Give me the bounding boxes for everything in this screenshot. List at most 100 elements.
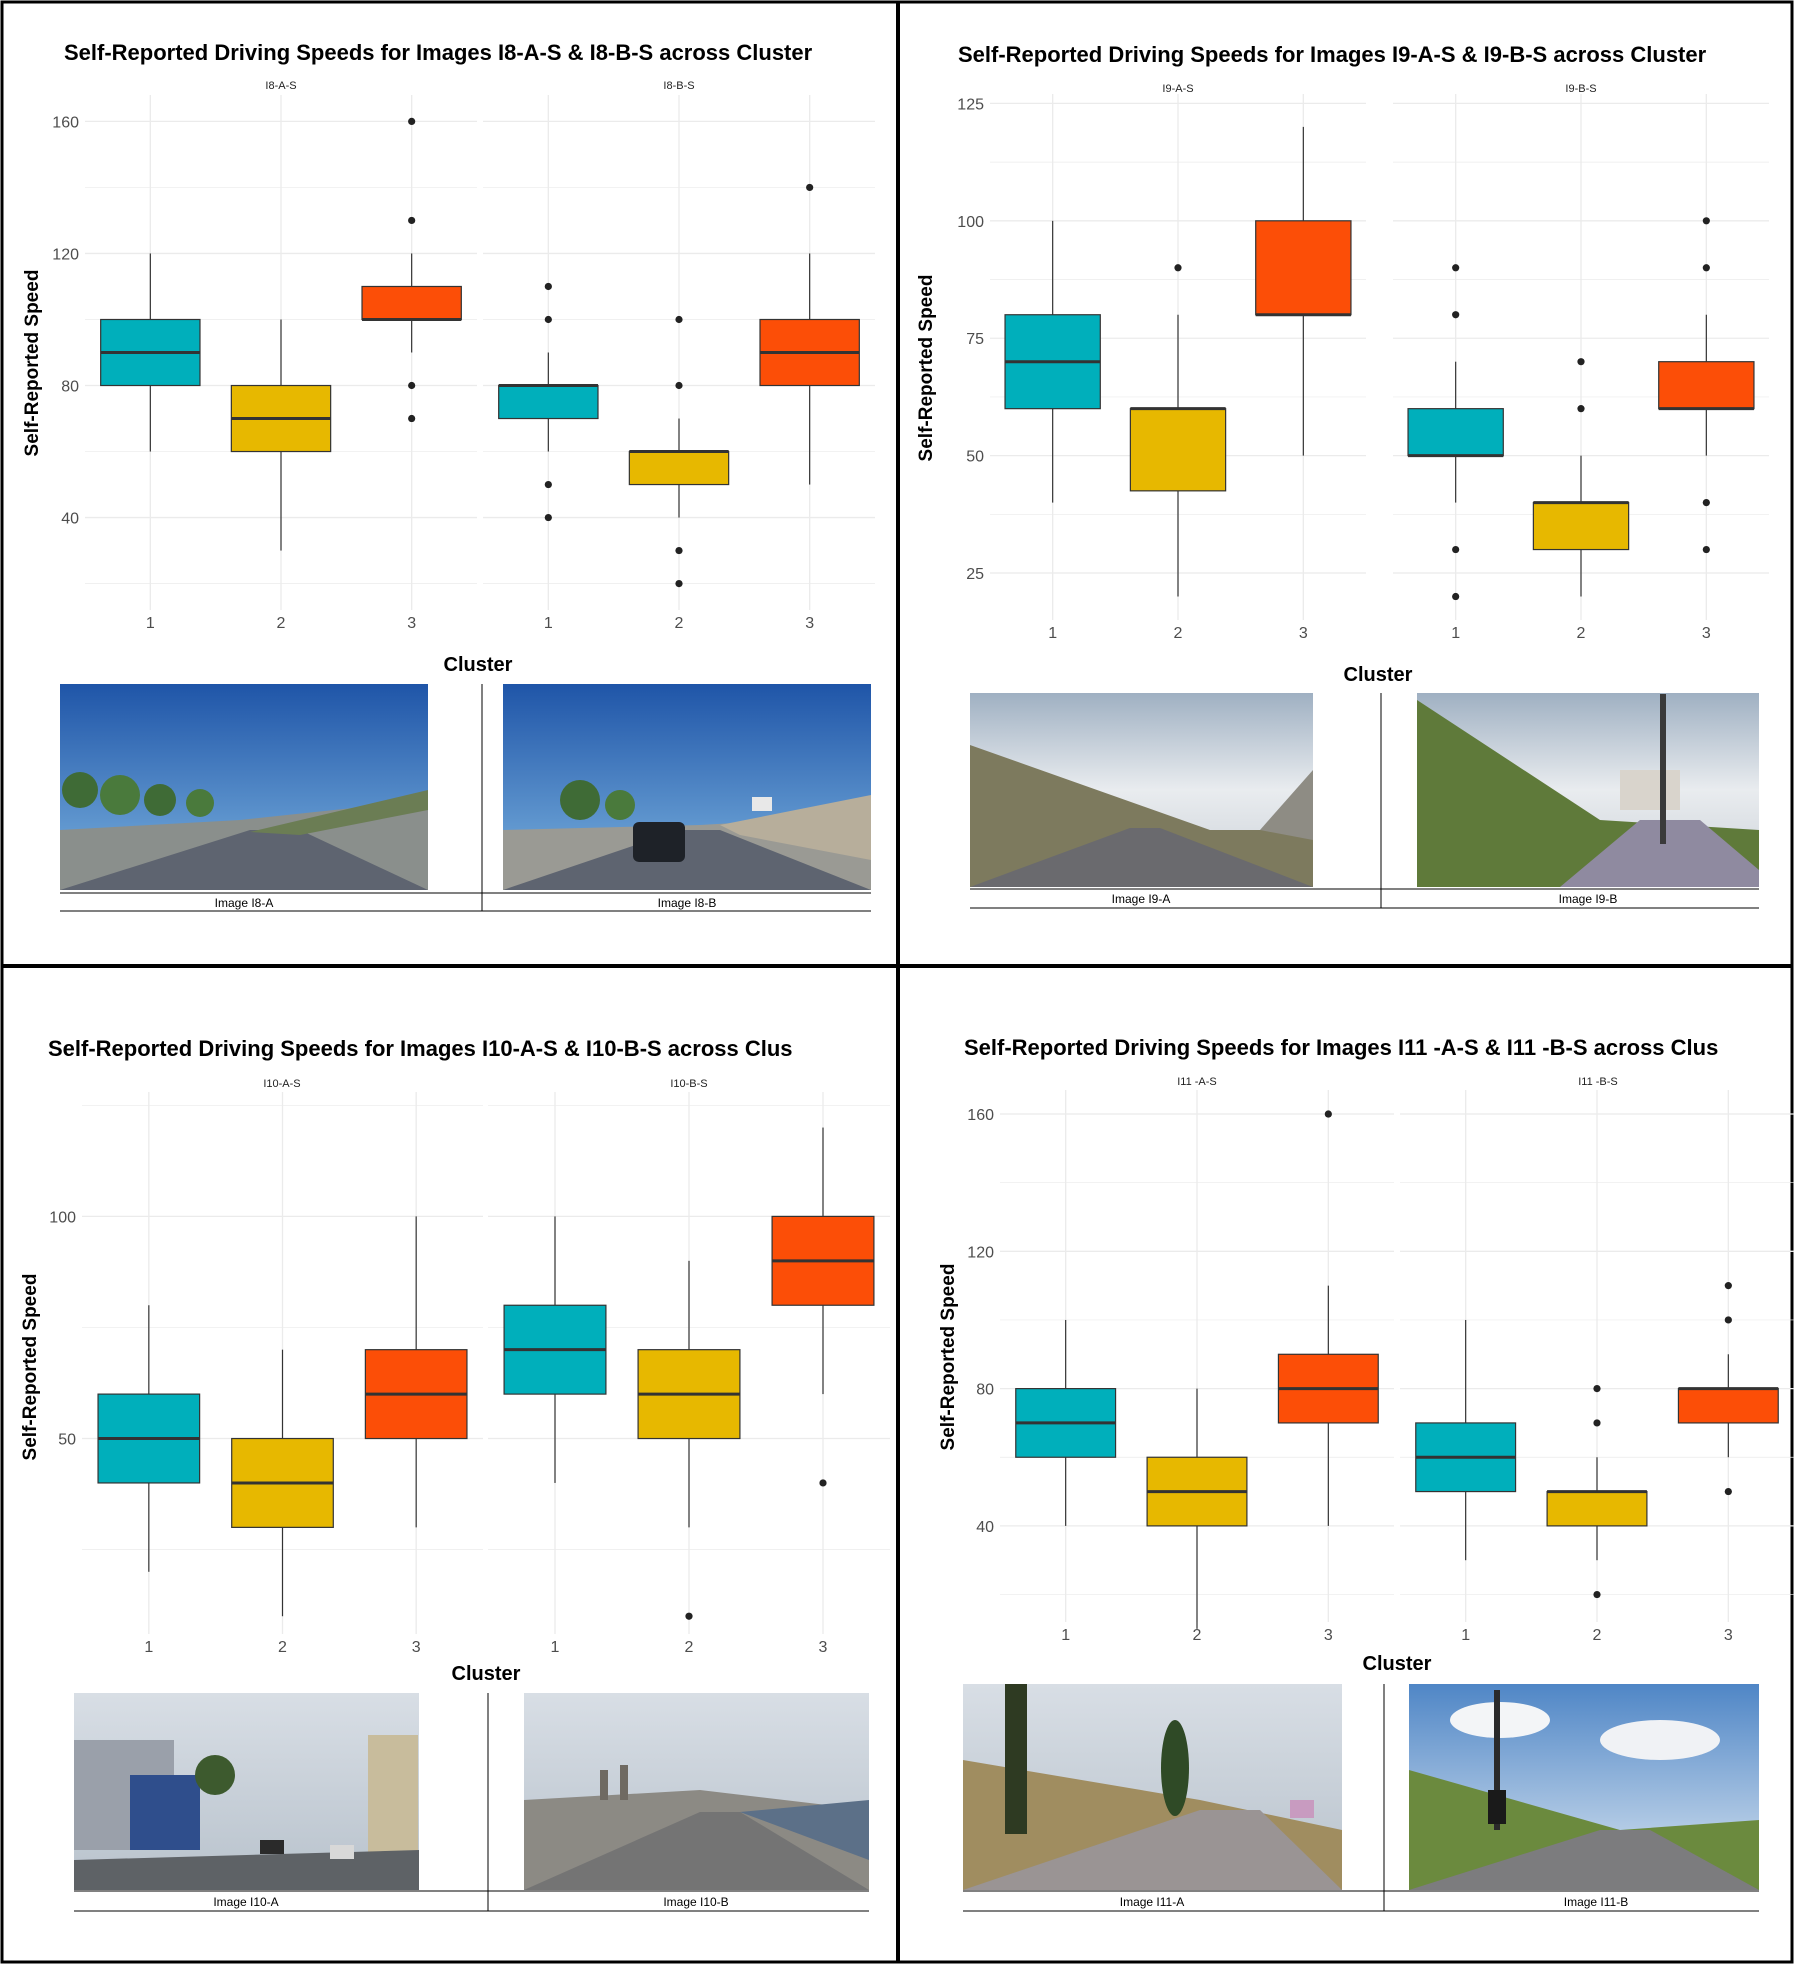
y-tick-label: 120 xyxy=(52,246,79,263)
outlier-point xyxy=(1452,264,1460,272)
outlier-point xyxy=(675,381,683,390)
x-tick-label: 1 xyxy=(551,1639,560,1656)
box-cluster-1 xyxy=(1415,1319,1517,1561)
box-cluster-2 xyxy=(1546,1385,1648,1599)
road-photo-right xyxy=(1409,1684,1759,1890)
x-axis-label: Cluster xyxy=(1344,664,1413,686)
box-cluster-1 xyxy=(1407,264,1504,601)
photo-label: Image I10-A xyxy=(213,1895,278,1909)
box-cluster-2 xyxy=(230,319,332,551)
x-tick-label: 2 xyxy=(278,1639,287,1656)
facet-right: I11 -B-S 1 2 3 xyxy=(1400,1076,1794,1644)
outlier-point xyxy=(1324,1110,1332,1118)
x-tick-label: 1 xyxy=(146,615,155,632)
facet-left: I8-A-S 40 80 120 160 1 2 3 xyxy=(52,80,477,632)
x-tick-label: 2 xyxy=(675,615,684,632)
outlier-point xyxy=(1452,311,1460,319)
outlier-point xyxy=(408,117,416,126)
box-iqr xyxy=(1658,361,1755,410)
photo-strip: Image I9-A Image I9-B xyxy=(970,693,1759,909)
y-tick-label: 80 xyxy=(976,1382,994,1399)
photo-label: Image I10-B xyxy=(663,1895,728,1909)
x-tick-label: 1 xyxy=(1061,1627,1070,1644)
x-tick-label: 3 xyxy=(1724,1627,1733,1644)
facet-strip-label: I11 -A-S xyxy=(1177,1076,1217,1088)
photo-strip: Image I10-A Image I10-B xyxy=(74,1693,869,1912)
box-cluster-1 xyxy=(498,282,599,522)
y-tick-label: 125 xyxy=(957,96,984,113)
outlier-point xyxy=(1593,1385,1601,1393)
x-axis-label: Cluster xyxy=(452,1663,521,1685)
box-cluster-2 xyxy=(1146,1388,1248,1629)
photo-label: Image I8-B xyxy=(658,896,717,910)
box-cluster-1 xyxy=(1015,1319,1117,1526)
outlier-point xyxy=(685,1612,693,1620)
outlier-point xyxy=(1724,1487,1732,1496)
x-tick-label: 3 xyxy=(805,615,814,632)
outlier-point xyxy=(544,480,552,489)
box-cluster-3 xyxy=(771,1127,875,1487)
box-cluster-3 xyxy=(1277,1110,1379,1526)
y-tick-label: 40 xyxy=(61,511,79,528)
x-tick-label: 3 xyxy=(1324,1627,1333,1644)
facet-strip-label: I8-B-S xyxy=(663,80,694,92)
outlier-point xyxy=(1724,1316,1732,1324)
chart-title: Self-Reported Driving Speeds for Images … xyxy=(64,40,813,65)
x-tick-label: 1 xyxy=(1048,625,1057,642)
facet-left: I11 -A-S 40 80 120 160 1 2 3 xyxy=(967,1076,1394,1644)
box-iqr xyxy=(628,450,730,486)
x-axis-label: Cluster xyxy=(444,654,513,676)
facet-strip-label: I10-A-S xyxy=(263,1078,300,1090)
y-tick-label: 120 xyxy=(967,1244,994,1261)
road-photo-left xyxy=(60,684,428,890)
box-cluster-3 xyxy=(759,183,860,485)
road-photo-right xyxy=(524,1693,869,1890)
outlier-point xyxy=(1702,264,1710,272)
box-cluster-2 xyxy=(1129,264,1227,597)
y-tick-label: 40 xyxy=(976,1519,994,1536)
outlier-point xyxy=(408,216,416,225)
outlier-point xyxy=(1702,217,1710,225)
facet-strip-label: I9-A-S xyxy=(1162,83,1193,95)
x-tick-label: 2 xyxy=(1174,625,1183,642)
facet-left: I9-A-S 25 50 75 100 125 1 2 3 xyxy=(957,83,1366,642)
box-iqr xyxy=(1677,1388,1779,1424)
y-axis-label: Self-Reported Speed xyxy=(20,1274,41,1461)
chart-title: Self-Reported Driving Speeds for Images … xyxy=(964,1035,1718,1060)
outlier-point xyxy=(1702,545,1710,554)
box-cluster-3 xyxy=(364,1216,468,1528)
box-iqr xyxy=(1532,501,1630,551)
x-tick-label: 3 xyxy=(407,615,416,632)
chart-title: Self-Reported Driving Speeds for Images … xyxy=(958,42,1707,67)
facet-strip-label: I10-B-S xyxy=(670,1078,707,1090)
x-tick-label: 2 xyxy=(1593,1627,1602,1644)
outlier-point xyxy=(544,315,552,324)
photo-label: Image I11-B xyxy=(1564,1895,1628,1909)
outlier-point xyxy=(1452,545,1460,554)
box-cluster-3 xyxy=(361,117,462,423)
box-iqr xyxy=(498,384,599,420)
x-tick-label: 3 xyxy=(1702,625,1711,642)
outlier-point xyxy=(408,381,416,390)
box-cluster-3 xyxy=(1677,1282,1779,1496)
outlier-point xyxy=(1702,498,1710,507)
road-photo-left xyxy=(970,693,1313,887)
outlier-point xyxy=(1452,592,1460,601)
road-photo-right xyxy=(1417,693,1759,887)
outlier-point xyxy=(1724,1282,1732,1290)
box-cluster-2 xyxy=(637,1260,741,1620)
y-tick-label: 160 xyxy=(967,1107,994,1124)
x-tick-label: 1 xyxy=(144,1639,153,1656)
facet-right: I10-B-S 1 2 3 xyxy=(488,1078,890,1656)
outlier-point xyxy=(806,183,814,192)
facet-strip-label: I9-B-S xyxy=(1565,83,1596,95)
y-tick-label: 160 xyxy=(52,114,79,131)
chart-panel-i11: Self-Reported Driving Speeds for Images … xyxy=(938,1035,1794,1912)
photo-label: Image I9-B xyxy=(1559,892,1618,906)
box-cluster-1 xyxy=(503,1216,607,1483)
box-cluster-2 xyxy=(1532,358,1630,597)
y-tick-label: 100 xyxy=(49,1209,76,1226)
outlier-point xyxy=(1174,264,1182,272)
outlier-point xyxy=(1593,1590,1601,1599)
